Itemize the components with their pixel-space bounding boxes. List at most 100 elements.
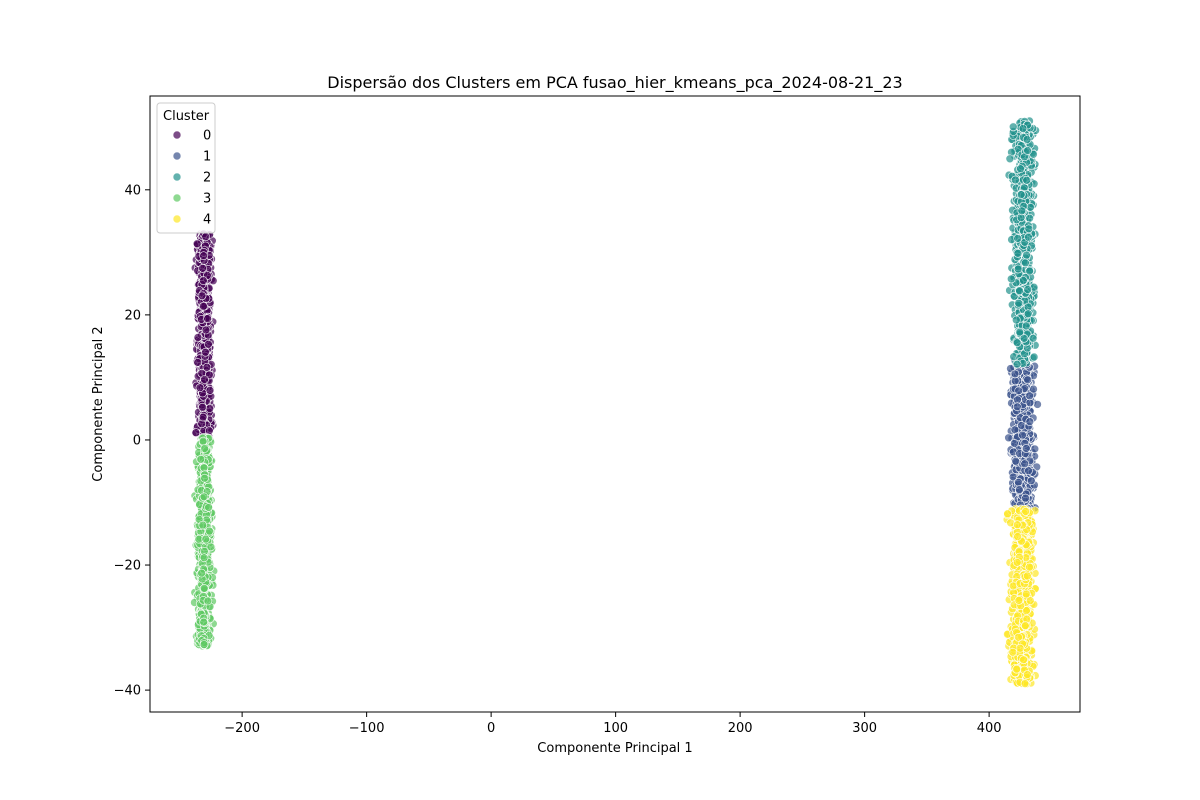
data-point-cluster-4 bbox=[1019, 655, 1028, 665]
data-point-cluster-2 bbox=[1028, 333, 1038, 343]
x-tick-label: 300 bbox=[852, 721, 877, 736]
data-point-cluster-2 bbox=[1018, 124, 1028, 133]
data-point-cluster-0 bbox=[203, 314, 212, 323]
data-point-cluster-4 bbox=[1021, 507, 1030, 516]
y-tick-label: −20 bbox=[114, 559, 141, 574]
data-point-cluster-2 bbox=[1012, 338, 1022, 348]
data-point-cluster-2 bbox=[1024, 224, 1034, 234]
data-point-cluster-1 bbox=[1012, 402, 1022, 412]
data-point-cluster-2 bbox=[1023, 309, 1033, 319]
data-point-cluster-2 bbox=[1029, 352, 1039, 362]
legend-title: Cluster bbox=[163, 109, 210, 124]
legend-marker-2 bbox=[172, 172, 182, 182]
data-point-cluster-3 bbox=[201, 534, 210, 544]
data-point-cluster-0 bbox=[199, 251, 208, 260]
x-tick-label: 400 bbox=[977, 721, 1002, 736]
data-point-cluster-3 bbox=[198, 436, 208, 446]
data-point-cluster-4 bbox=[1022, 589, 1031, 599]
data-point-cluster-2 bbox=[1015, 286, 1024, 296]
legend-label: 2 bbox=[203, 171, 211, 186]
legend: Cluster 0 1 2 3 4 bbox=[156, 102, 216, 234]
data-point-cluster-4 bbox=[1023, 571, 1032, 581]
data-point-cluster-3 bbox=[204, 503, 213, 512]
data-point-cluster-2 bbox=[1012, 359, 1022, 369]
legend-label: 0 bbox=[203, 129, 211, 144]
data-point-cluster-1 bbox=[1033, 400, 1042, 409]
data-point-cluster-0 bbox=[202, 362, 212, 372]
data-point-cluster-3 bbox=[200, 473, 209, 483]
data-point-cluster-2 bbox=[1022, 135, 1032, 144]
data-point-cluster-4 bbox=[1012, 520, 1022, 530]
data-point-cluster-2 bbox=[1018, 276, 1028, 285]
data-point-cluster-1 bbox=[1025, 391, 1034, 401]
data-point-cluster-0 bbox=[198, 263, 207, 273]
legend-label: 3 bbox=[203, 192, 211, 207]
data-point-cluster-1 bbox=[1027, 476, 1036, 486]
data-point-cluster-2 bbox=[1022, 176, 1031, 185]
data-point-cluster-1 bbox=[1029, 384, 1038, 394]
legend-marker-3 bbox=[172, 193, 182, 203]
data-point-cluster-3 bbox=[199, 617, 208, 627]
data-point-cluster-2 bbox=[1025, 213, 1034, 223]
data-point-cluster-0 bbox=[200, 375, 209, 384]
data-point-cluster-2 bbox=[1023, 146, 1032, 155]
data-point-cluster-4 bbox=[1025, 562, 1034, 572]
data-point-cluster-0 bbox=[193, 333, 203, 342]
data-point-cluster-4 bbox=[1021, 621, 1030, 630]
legend-marker-1 bbox=[172, 151, 182, 161]
data-point-cluster-1 bbox=[1014, 386, 1024, 396]
data-point-cluster-1 bbox=[1004, 433, 1013, 443]
data-point-cluster-1 bbox=[1014, 477, 1023, 487]
data-point-cluster-1 bbox=[1022, 444, 1031, 453]
data-point-cluster-1 bbox=[1025, 417, 1035, 426]
legend-marker-0 bbox=[172, 130, 182, 140]
y-axis-label: Componente Principal 2 bbox=[91, 326, 106, 481]
data-point-cluster-0 bbox=[198, 402, 207, 412]
data-point-cluster-2 bbox=[1006, 274, 1016, 284]
data-point-cluster-2 bbox=[1022, 250, 1031, 260]
data-point-cluster-3 bbox=[199, 583, 209, 593]
data-point-cluster-0 bbox=[197, 291, 207, 301]
data-point-cluster-2 bbox=[1011, 175, 1020, 185]
legend-marker-4 bbox=[172, 214, 182, 224]
data-point-cluster-3 bbox=[200, 444, 209, 453]
x-tick-label: −200 bbox=[224, 721, 260, 736]
data-point-cluster-4 bbox=[1003, 509, 1012, 519]
points-layer bbox=[190, 116, 1042, 689]
data-point-cluster-0 bbox=[204, 339, 213, 349]
data-point-cluster-2 bbox=[1016, 190, 1026, 199]
data-point-cluster-0 bbox=[192, 239, 202, 249]
data-point-cluster-3 bbox=[199, 553, 209, 563]
data-point-cluster-0 bbox=[205, 404, 214, 413]
x-tick-label: 100 bbox=[603, 721, 628, 736]
data-point-cluster-4 bbox=[1012, 558, 1022, 567]
data-point-cluster-1 bbox=[1020, 459, 1029, 469]
data-point-cluster-1 bbox=[1017, 421, 1026, 430]
data-point-cluster-0 bbox=[205, 426, 214, 436]
data-point-cluster-0 bbox=[199, 276, 208, 285]
data-point-cluster-3 bbox=[199, 640, 209, 649]
data-point-cluster-1 bbox=[1015, 485, 1024, 494]
x-axis-label: Componente Principal 1 bbox=[537, 741, 692, 756]
x-tick-label: 0 bbox=[487, 721, 495, 736]
data-point-cluster-0 bbox=[201, 325, 211, 335]
data-point-cluster-2 bbox=[1021, 258, 1030, 268]
data-point-cluster-0 bbox=[191, 428, 201, 437]
legend-label: 1 bbox=[203, 150, 211, 165]
data-point-cluster-4 bbox=[1014, 596, 1024, 605]
data-point-cluster-3 bbox=[205, 526, 214, 536]
data-point-cluster-2 bbox=[1005, 154, 1015, 164]
data-point-cluster-0 bbox=[201, 232, 210, 241]
y-tick-label: 20 bbox=[124, 308, 141, 323]
data-point-cluster-0 bbox=[205, 386, 215, 395]
data-point-cluster-1 bbox=[1011, 456, 1021, 466]
x-tick-label: 200 bbox=[728, 721, 753, 736]
data-point-cluster-2 bbox=[1014, 298, 1024, 308]
data-point-cluster-3 bbox=[203, 596, 213, 606]
data-point-cluster-1 bbox=[1010, 369, 1020, 379]
data-point-cluster-1 bbox=[1010, 439, 1019, 448]
legend-label: 4 bbox=[203, 213, 211, 228]
data-point-cluster-0 bbox=[199, 301, 208, 311]
data-point-cluster-4 bbox=[1013, 532, 1022, 541]
